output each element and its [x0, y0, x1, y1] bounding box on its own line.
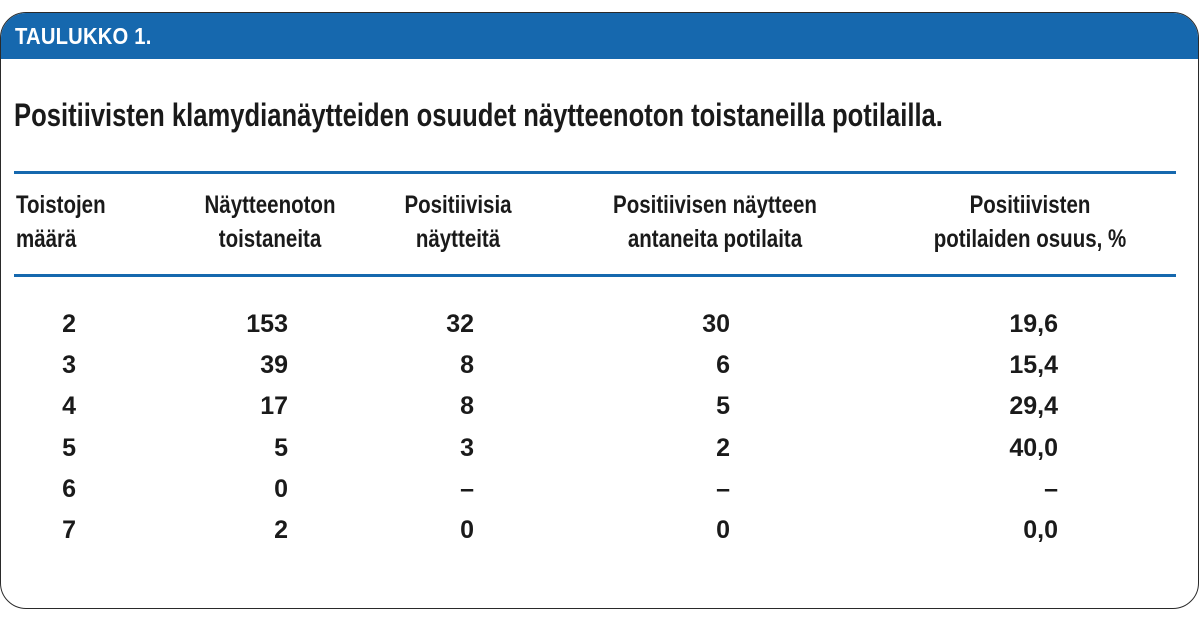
table-cell: – — [716, 474, 730, 503]
table-cell: 2 — [716, 433, 730, 462]
table-cell: 6 — [62, 474, 76, 503]
column-header-positiivisten-osuus: Positiivisten potilaiden osuus, % — [891, 188, 1170, 256]
table-row: 4 17 8 5 29,4 — [0, 386, 1200, 426]
table-cell: 30 — [702, 310, 730, 338]
table-cell: 3 — [460, 433, 474, 462]
table-cell: 5 — [274, 433, 288, 462]
column-header-line: määrä — [16, 225, 77, 253]
column-header-positiivisia-naytteita: Positiivisia näytteitä — [368, 188, 548, 256]
header-top-rule — [14, 171, 1176, 174]
table-cell: 40,0 — [1009, 433, 1058, 462]
table-cell: 5 — [716, 392, 730, 421]
table-card: TAULUKKO 1. — [0, 12, 1199, 609]
table-row: 5 5 3 2 40,0 — [0, 428, 1200, 468]
table-cell: – — [460, 474, 474, 503]
table-cell: 4 — [62, 392, 76, 421]
table-cell: 6 — [716, 351, 730, 380]
column-header-line: Näytteenoton — [204, 191, 336, 219]
table-cell: 2 — [274, 516, 288, 544]
column-header-positiivisen-naytteen-antaneita: Positiivisen näytteen antaneita potilait… — [563, 188, 866, 256]
table-cell: 8 — [460, 351, 474, 380]
table-cell: – — [1044, 474, 1058, 503]
column-header-line: toistaneita — [218, 225, 322, 253]
column-header-line: Toistojen — [16, 191, 106, 219]
table-label-bar: TAULUKKO 1. — [1, 13, 1198, 59]
column-header-line: näytteitä — [415, 225, 501, 253]
table-cell: 32 — [446, 310, 474, 338]
table-title: Positiivisten klamydianäytteiden osuudet… — [14, 97, 943, 133]
table-cell: 0 — [460, 516, 474, 544]
table-cell: 15,4 — [1009, 351, 1058, 380]
table-cell: 3 — [62, 351, 76, 380]
column-header-line: Positiivisten — [969, 191, 1091, 219]
table-cell: 0 — [716, 516, 730, 544]
table-cell: 0,0 — [1023, 516, 1058, 544]
table-row: 6 0 – – – — [0, 469, 1200, 509]
table-cell: 0 — [274, 474, 288, 503]
table-row: 3 39 8 6 15,4 — [0, 345, 1200, 385]
column-header-line: Positiivisen näytteen — [613, 191, 817, 219]
column-header-toistojen-maara: Toistojen määrä — [16, 188, 106, 256]
header-bottom-rule — [14, 274, 1176, 277]
table-cell: 153 — [246, 310, 288, 338]
table-cell: 17 — [260, 392, 288, 421]
column-header-naytteenoton-toistaneita: Näytteenoton toistaneita — [163, 188, 376, 256]
column-header-line: Positiivisia — [404, 191, 512, 219]
table-label: TAULUKKO 1. — [15, 23, 152, 49]
table-cell: 5 — [62, 433, 76, 462]
table-cell: 29,4 — [1009, 392, 1058, 421]
table-cell: 39 — [260, 351, 288, 380]
column-header-line: potilaiden osuus, % — [933, 225, 1127, 253]
table-cell: 19,6 — [1009, 310, 1058, 338]
table-cell: 2 — [62, 310, 76, 338]
table-cell: 7 — [62, 516, 76, 544]
table-row: 2 153 32 30 19,6 — [0, 304, 1200, 344]
column-header-line: antaneita potilaita — [627, 225, 803, 253]
table-row: 7 2 0 0 0,0 — [0, 510, 1200, 550]
table-cell: 8 — [460, 392, 474, 421]
